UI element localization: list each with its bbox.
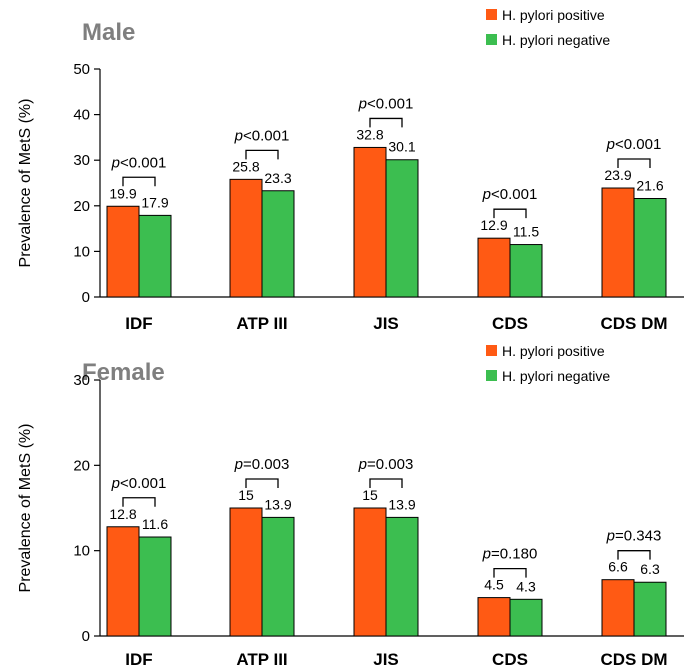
data-label: 17.9 [141, 194, 168, 210]
p-value-label: p<0.001 [111, 475, 167, 492]
data-label: 11.5 [513, 224, 539, 240]
data-label: 4.5 [484, 577, 504, 593]
y-tick-label: 0 [82, 289, 90, 306]
y-tick-label: 30 [73, 152, 90, 169]
bar [106, 205, 140, 298]
y-tick-label: 0 [82, 628, 90, 645]
p-value-label: p<0.001 [111, 154, 167, 171]
legend-swatch [486, 34, 497, 45]
significance-bracket [617, 550, 651, 560]
data-label: 15 [362, 487, 378, 503]
significance-bracket [245, 478, 279, 488]
legend-swatch [486, 9, 497, 20]
p-value-label: p=0.343 [606, 528, 662, 545]
category-label: ATP III [236, 314, 287, 333]
significance-bracket [493, 208, 527, 219]
data-label: 23.9 [604, 167, 631, 183]
data-label: 6.3 [640, 561, 660, 577]
legend-label: H. pylori positive [502, 7, 605, 23]
category-label: ATP III [236, 650, 287, 669]
chart-panel-1: Female H. pylori positive H. pylori negati… [17, 343, 684, 669]
data-label: 25.8 [232, 158, 259, 174]
significance-bracket [245, 149, 279, 160]
bar [353, 507, 387, 637]
data-label: 4.3 [516, 578, 536, 594]
bar [385, 159, 419, 298]
bar [106, 526, 140, 637]
data-label: 13.9 [264, 496, 291, 512]
category-label: CDS [492, 314, 528, 333]
chart-panel-0: Male H. pylori positive H. pylori negative… [17, 7, 684, 333]
bar [601, 187, 635, 298]
y-tick-label: 40 [73, 107, 90, 124]
category-label: JIS [373, 314, 399, 333]
bar [477, 597, 511, 637]
significance-bracket [493, 567, 527, 578]
y-tick-label: 30 [73, 372, 90, 389]
bar [138, 214, 172, 298]
significance-bracket [122, 176, 156, 187]
category-label: CDS [492, 650, 528, 669]
p-value-label: p<0.001 [234, 127, 290, 144]
p-value-label: p<0.001 [606, 136, 662, 153]
legend-label: H. pylori positive [502, 343, 605, 359]
category-label: CDS DM [600, 314, 667, 333]
data-label: 32.8 [356, 126, 383, 142]
category-label: IDF [125, 314, 152, 333]
bar [633, 581, 667, 637]
bar [477, 237, 511, 298]
category-label: IDF [125, 650, 152, 669]
bar [261, 516, 295, 637]
bar [385, 516, 419, 637]
y-tick-label: 20 [73, 198, 90, 215]
panel-title: Male [82, 19, 135, 46]
y-tick-label: 10 [73, 543, 90, 560]
data-label: 11.6 [142, 516, 168, 532]
bar [138, 536, 172, 637]
significance-bracket [122, 497, 156, 507]
data-label: 15 [238, 487, 254, 503]
p-value-label: p=0.003 [234, 456, 290, 473]
y-axis-label: Prevalence of MetS (%) [17, 424, 34, 593]
data-label: 19.9 [109, 185, 136, 201]
p-value-label: p<0.001 [358, 95, 414, 112]
category-label: JIS [373, 650, 399, 669]
y-tick-label: 50 [73, 61, 90, 78]
p-value-label: p<0.001 [482, 186, 538, 203]
bar [261, 190, 295, 298]
data-label: 12.8 [109, 506, 136, 522]
bar [353, 146, 387, 298]
data-label: 21.6 [636, 178, 663, 194]
significance-bracket [369, 478, 403, 488]
significance-bracket [369, 117, 403, 128]
legend-label: H. pylori negative [502, 32, 610, 48]
y-tick-label: 10 [73, 243, 90, 260]
bar [509, 598, 543, 637]
bar [633, 198, 667, 298]
y-tick-label: 20 [73, 457, 90, 474]
significance-bracket [617, 158, 651, 169]
bar [229, 178, 263, 298]
bar [509, 244, 543, 298]
data-label: 23.3 [264, 170, 291, 186]
legend-label: H. pylori negative [502, 368, 610, 384]
data-label: 12.9 [480, 217, 507, 233]
p-value-label: p=0.180 [482, 546, 538, 563]
data-label: 6.6 [608, 559, 628, 575]
legend-swatch [486, 345, 497, 356]
bar [601, 579, 635, 637]
data-label: 30.1 [388, 139, 415, 155]
panel-title: Female [82, 359, 165, 386]
y-axis-label: Prevalence of MetS (%) [17, 99, 34, 268]
legend-swatch [486, 370, 497, 381]
p-value-label: p=0.003 [358, 456, 414, 473]
category-label: CDS DM [600, 650, 667, 669]
bar [229, 507, 263, 637]
data-label: 13.9 [388, 496, 415, 512]
